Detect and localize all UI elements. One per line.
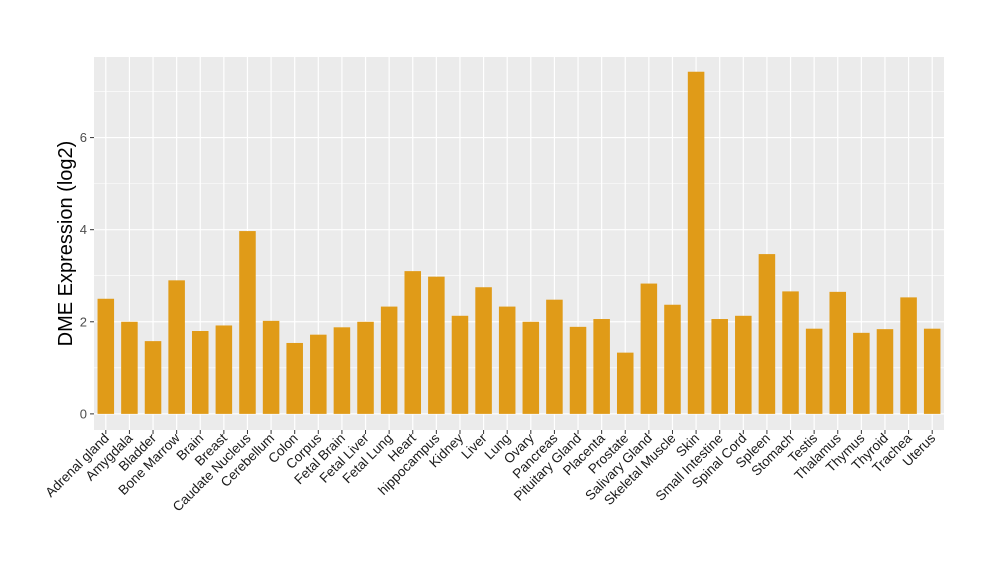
bar xyxy=(758,254,776,414)
bar xyxy=(286,342,303,414)
bar xyxy=(262,320,280,414)
y-tick-label: 6 xyxy=(80,130,87,145)
bar xyxy=(451,315,469,414)
bar xyxy=(923,328,941,414)
bar xyxy=(569,326,587,414)
bar xyxy=(735,315,752,414)
bar xyxy=(215,325,233,414)
bar xyxy=(829,291,847,414)
bar xyxy=(168,280,185,414)
bar xyxy=(97,298,115,414)
bar xyxy=(782,291,799,414)
y-tick-label: 4 xyxy=(80,222,87,237)
bar xyxy=(498,306,516,414)
bar xyxy=(357,321,374,414)
bars xyxy=(97,71,941,414)
bar xyxy=(640,283,658,414)
x-tick-label: Liver xyxy=(458,430,490,462)
bar xyxy=(876,329,894,414)
bar xyxy=(475,287,492,414)
y-axis: 0 2 4 6 xyxy=(80,130,94,421)
bar xyxy=(853,332,870,414)
bar xyxy=(144,341,162,414)
bar xyxy=(310,334,327,414)
bar xyxy=(191,330,209,414)
bar xyxy=(380,306,398,414)
y-tick-label: 2 xyxy=(80,314,87,329)
y-tick-label: 0 xyxy=(80,406,87,421)
grid-minor xyxy=(94,91,944,369)
bar xyxy=(664,304,681,414)
y-axis-title: DME Expression (log2) xyxy=(55,141,77,347)
bar xyxy=(333,327,351,414)
bar xyxy=(428,276,445,414)
bar xyxy=(404,271,422,414)
bar xyxy=(522,321,540,414)
bar xyxy=(239,231,256,414)
bar xyxy=(805,328,823,414)
bar xyxy=(616,352,634,414)
bar xyxy=(121,321,138,414)
bar xyxy=(687,71,705,414)
bar xyxy=(711,319,728,414)
bar xyxy=(900,297,917,414)
bar xyxy=(546,299,563,414)
bar xyxy=(593,319,610,414)
